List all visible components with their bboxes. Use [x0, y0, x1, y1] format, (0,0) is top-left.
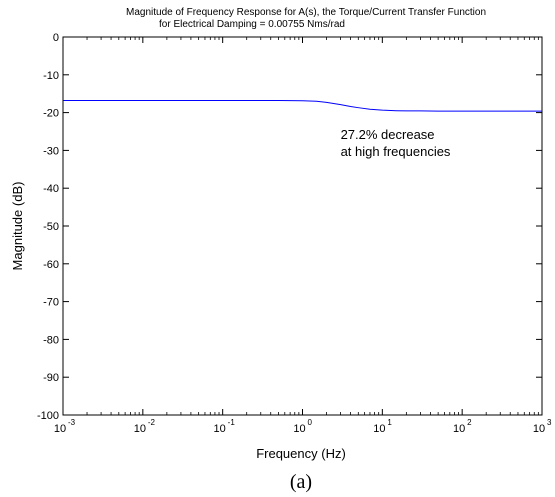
- x-axis-label: Frequency (Hz): [256, 446, 346, 461]
- x-tick-exponent: 3: [547, 418, 552, 427]
- y-axis-label: Magnitude (dB): [10, 182, 25, 271]
- x-tick-exponent: -3: [68, 418, 76, 427]
- y-tick-label: -50: [43, 221, 59, 233]
- y-tick-label: 0: [53, 32, 59, 44]
- y-tick-label: -20: [43, 108, 59, 120]
- x-tick-exponent: 0: [308, 418, 313, 427]
- y-tick-label: -30: [43, 145, 59, 157]
- y-tick-label: -70: [43, 297, 59, 309]
- y-tick-label: -80: [43, 334, 59, 346]
- x-tick-exponent: -2: [148, 418, 156, 427]
- chart-title-line2: for Electrical Damping = 0.00755 Nms/rad: [159, 19, 345, 30]
- plot-area: 10-310-210-11001011021030-10-20-30-40-50…: [37, 32, 552, 435]
- x-tick-label: 10: [453, 423, 465, 435]
- x-tick-exponent: 2: [467, 418, 472, 427]
- chart-title-line1: Magnitude of Frequency Response for A(s)…: [126, 7, 486, 18]
- x-tick-label: 10: [134, 423, 146, 435]
- x-tick-exponent: 1: [387, 418, 392, 427]
- annotation-line2: at high frequencies: [341, 144, 451, 159]
- x-tick-label: 10: [373, 423, 385, 435]
- figure-caption: (a): [290, 471, 312, 493]
- plot-frame: [62, 36, 543, 416]
- y-tick-label: -90: [43, 372, 59, 384]
- x-tick-label: 10: [214, 423, 226, 435]
- y-tick-label: -10: [43, 70, 59, 82]
- x-tick-label: 10: [293, 423, 305, 435]
- y-tick-label: -60: [43, 259, 59, 271]
- y-tick-label: -100: [37, 410, 59, 422]
- x-tick-label: 10: [533, 423, 545, 435]
- series-line: [63, 100, 542, 112]
- y-tick-label: -40: [43, 183, 59, 195]
- x-tick-label: 10: [54, 423, 66, 435]
- x-tick-exponent: -1: [228, 418, 236, 427]
- annotation-line1: 27.2% decrease: [341, 127, 435, 142]
